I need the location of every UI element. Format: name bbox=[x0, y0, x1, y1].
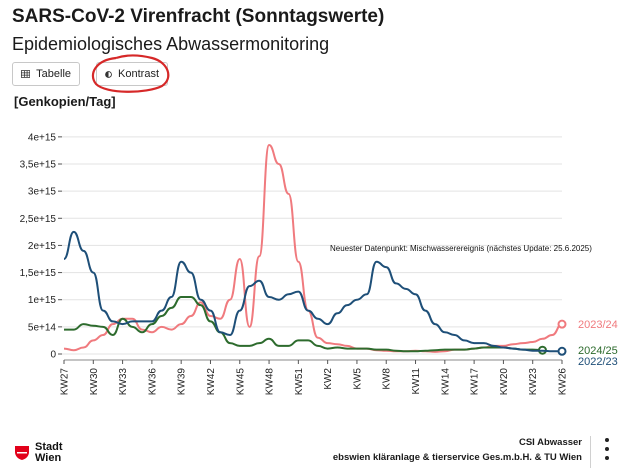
x-tick-label: KW51 bbox=[294, 368, 305, 396]
x-tick-label: KW27 bbox=[60, 368, 71, 396]
x-tick-label: KW11 bbox=[411, 368, 422, 395]
logo-line-stadt: Stadt bbox=[35, 441, 63, 453]
table-button-label: Tabelle bbox=[36, 68, 71, 80]
series-label: 2024/25 bbox=[578, 345, 618, 357]
y-tick-label: 5e+14 bbox=[28, 322, 57, 333]
series-label: 2023/24 bbox=[578, 319, 618, 331]
credit-line-1: CSI Abwasser bbox=[518, 437, 582, 448]
y-tick-label: 0 bbox=[50, 350, 56, 361]
y-tick-label: 1,5e+15 bbox=[20, 268, 57, 279]
x-tick-label: KW39 bbox=[177, 368, 188, 396]
y-tick-label: 1e+15 bbox=[28, 295, 57, 306]
y-tick-label: 3,5e+15 bbox=[20, 160, 57, 171]
kebab-menu-icon[interactable] bbox=[600, 438, 614, 466]
y-tick-label: 4e+15 bbox=[28, 132, 57, 143]
vienna-flag-icon bbox=[15, 446, 29, 460]
series-line-2024-25 bbox=[64, 296, 543, 353]
table-button[interactable]: Tabelle bbox=[12, 62, 80, 86]
chart-title: SARS-CoV-2 Virenfracht (Sonntagswerte) bbox=[12, 6, 385, 27]
y-tick-label: 2,5e+15 bbox=[20, 214, 57, 225]
x-tick-label: KW5 bbox=[352, 368, 363, 390]
x-tick-label: KW20 bbox=[499, 368, 510, 396]
series-line-2022-23 bbox=[63, 230, 562, 353]
x-tick-label: KW8 bbox=[382, 368, 393, 390]
contrast-button-label: Kontrast bbox=[118, 68, 159, 80]
x-tick-label: KW33 bbox=[118, 368, 129, 396]
x-tick-label: KW23 bbox=[528, 368, 539, 396]
footer-divider bbox=[590, 436, 591, 468]
x-tick-label: KW2 bbox=[323, 368, 334, 390]
y-axis-unit-label: [Genkopien/Tag] bbox=[14, 94, 116, 109]
y-tick-label: 3e+15 bbox=[28, 187, 57, 198]
chart-subtitle: Epidemiologisches Abwassermonitoring bbox=[12, 34, 330, 54]
x-tick-label: KW36 bbox=[147, 368, 158, 396]
x-tick-label: KW14 bbox=[440, 368, 451, 396]
logo-line-wien: Wien bbox=[35, 452, 62, 464]
x-tick-label: KW30 bbox=[89, 368, 100, 396]
series-endpoint-2023-24 bbox=[557, 319, 567, 329]
x-tick-label: KW17 bbox=[470, 368, 481, 396]
series-label: 2022/23 bbox=[578, 356, 618, 368]
contrast-icon bbox=[105, 70, 112, 78]
contrast-button[interactable]: Kontrast bbox=[96, 62, 168, 86]
x-tick-label: KW26 bbox=[558, 368, 569, 396]
annotation-text: Neuester Datenpunkt: Mischwasserereignis… bbox=[330, 244, 592, 253]
x-tick-label: KW45 bbox=[235, 368, 246, 396]
y-tick-label: 2e+15 bbox=[28, 241, 57, 252]
table-icon bbox=[21, 70, 31, 78]
x-tick-label: KW42 bbox=[206, 368, 217, 396]
credit-line-2: ebswien kläranlage & tierservice Ges.m.b… bbox=[332, 452, 582, 463]
stadt-wien-logo: Stadt Wien bbox=[14, 442, 63, 464]
x-tick-label: KW48 bbox=[265, 368, 276, 396]
series-endpoint-2022-23 bbox=[557, 346, 567, 356]
